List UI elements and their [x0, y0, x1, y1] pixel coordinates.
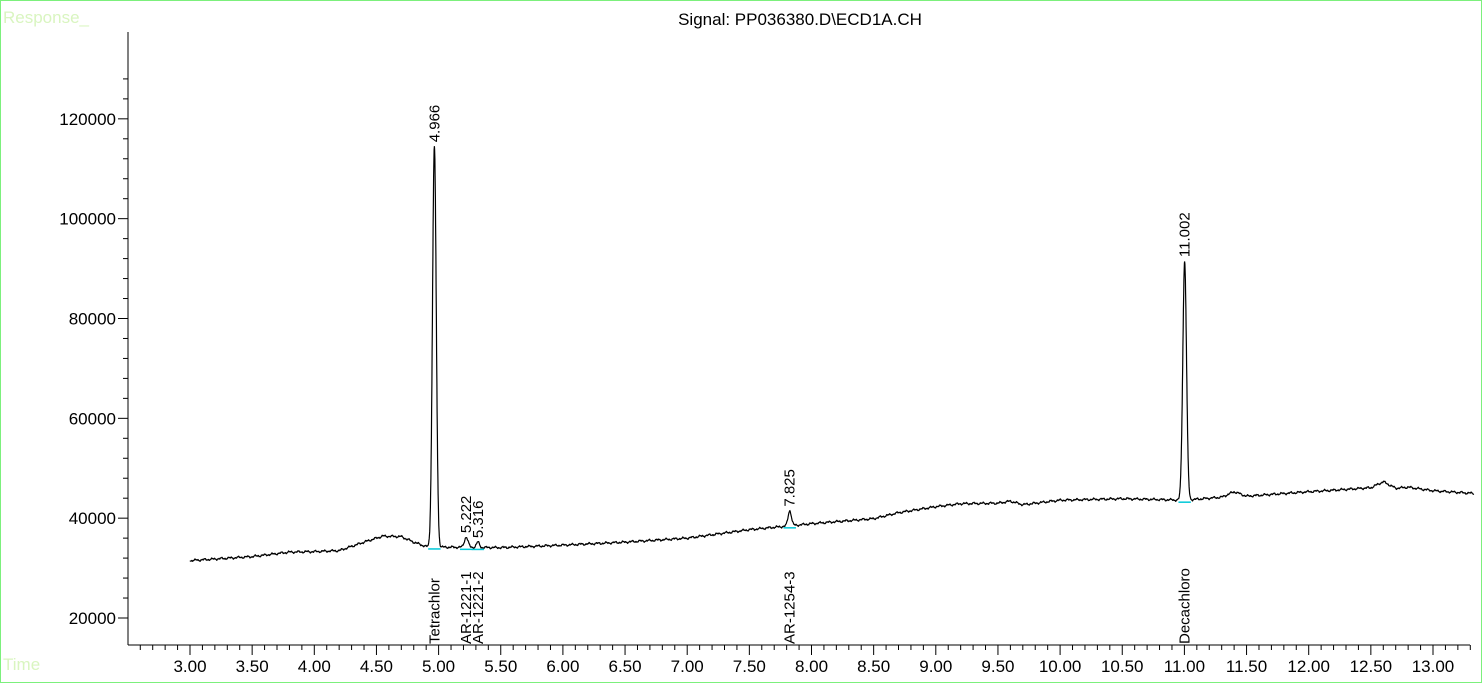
y-tick-label: 80000: [69, 309, 116, 328]
peak-rt-label: 4.966: [426, 105, 443, 143]
x-tick-label: 8.00: [795, 657, 828, 676]
x-tick-label: 13.00: [1412, 657, 1455, 676]
x-tick-label: 10.50: [1101, 657, 1144, 676]
x-tick-label: 12.00: [1287, 657, 1330, 676]
y-tick-label: 100000: [59, 210, 116, 229]
y-tick-label: 20000: [69, 609, 116, 628]
x-axis-label: Time: [3, 655, 41, 674]
peak-rt-label: 5.316: [470, 501, 487, 539]
chromatogram-trace: [189, 146, 1475, 562]
y-tick-label: 120000: [59, 110, 116, 129]
compound-label: Tetrachlor: [426, 578, 443, 644]
peak-rt-label: 7.825: [782, 469, 799, 507]
peak-rt-label: 5.222: [458, 496, 475, 534]
y-tick-label: 40000: [69, 509, 116, 528]
x-tick-label: 4.00: [298, 657, 331, 676]
peak-rt-label: 11.002: [1177, 212, 1194, 257]
x-tick-label: 4.50: [360, 657, 393, 676]
x-tick-label: 9.00: [919, 657, 952, 676]
compound-label: AR-1221-2: [470, 571, 487, 644]
x-tick-label: 9.50: [981, 657, 1014, 676]
x-tick-label: 6.50: [609, 657, 642, 676]
compound-label: Decachloro: [1177, 568, 1194, 644]
compound-label: AR-1254-3: [782, 571, 799, 644]
x-tick-label: 12.50: [1350, 657, 1393, 676]
x-tick-label: 7.00: [671, 657, 704, 676]
x-tick-label: 10.00: [1039, 657, 1082, 676]
x-tick-label: 6.00: [546, 657, 579, 676]
x-tick-label: 5.00: [422, 657, 455, 676]
x-tick-label: 8.50: [857, 657, 890, 676]
y-axis-label: Response_: [3, 8, 90, 27]
x-tick-label: 3.50: [236, 657, 269, 676]
y-tick-label: 60000: [69, 409, 116, 428]
compound-label: AR-1221-1: [458, 571, 475, 644]
x-tick-label: 11.50: [1226, 657, 1267, 676]
x-tick-label: 3.00: [173, 657, 206, 676]
chart-title: Signal: PP036380.D\ECD1A.CH: [678, 10, 922, 29]
x-tick-label: 11.00: [1164, 657, 1205, 676]
x-tick-label: 5.50: [484, 657, 517, 676]
x-tick-label: 7.50: [733, 657, 766, 676]
